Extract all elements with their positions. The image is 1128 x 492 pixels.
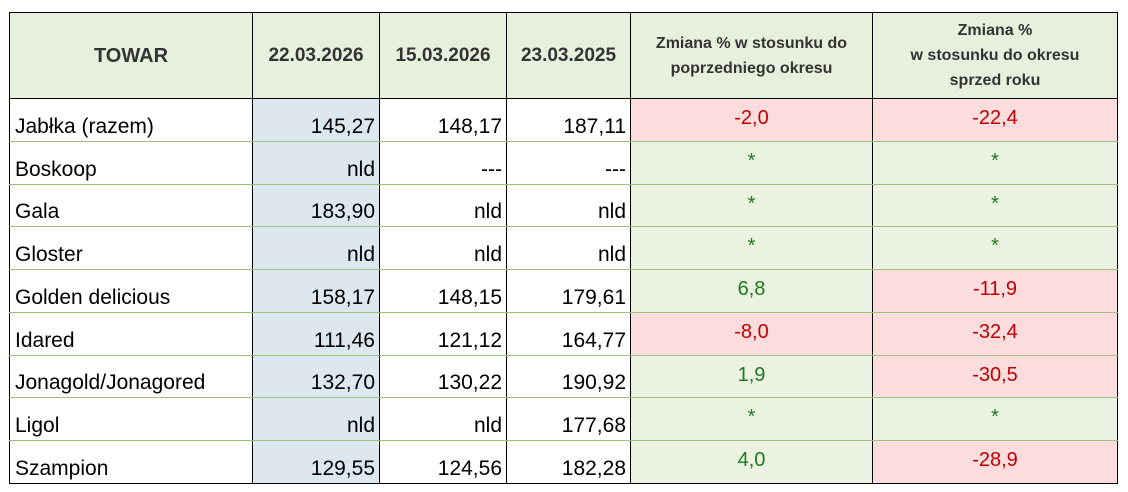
change-year-cell: * (872, 397, 1118, 441)
change-year-cell: -11,9 (872, 269, 1118, 313)
price-current-cell: 158,17 (252, 269, 380, 313)
price-current-cell: 129,55 (252, 440, 380, 484)
price-current-cell: 183,90 (252, 184, 380, 228)
change-year-cell: -28,9 (872, 440, 1118, 484)
price-previous-cell: 130,22 (379, 355, 507, 399)
table-row: Boskoop nld --- --- * * (9, 141, 1118, 185)
change-year-cell: * (872, 226, 1118, 270)
table-row: Gloster nld nld nld * * (9, 226, 1118, 270)
price-current-cell: 132,70 (252, 355, 380, 399)
change-previous-cell: -8,0 (630, 312, 873, 356)
price-current-cell: nld (252, 397, 380, 441)
header-change-previous-line1: Zmiana % w stosunku do (655, 34, 848, 52)
change-previous-cell: * (630, 226, 873, 270)
product-name-cell: Jabłka (razem) (9, 98, 253, 142)
table-row: Gala 183,90 nld nld * * (9, 184, 1118, 228)
price-year-ago-cell: 190,92 (506, 355, 631, 399)
header-change-year-line1: Zmiana % (957, 22, 1033, 39)
product-name-cell: Idared (9, 312, 253, 356)
table-row: Idared 111,46 121,12 164,77 -8,0 -32,4 (9, 312, 1118, 356)
header-row: TOWAR 22.03.2026 15.03.2026 23.03.2025 Z… (9, 12, 1118, 99)
change-previous-cell: * (630, 184, 873, 228)
price-year-ago-cell: 164,77 (506, 312, 631, 356)
change-previous-cell: 4,0 (630, 440, 873, 484)
header-change-previous: Zmiana % w stosunku do poprzedniego okre… (630, 12, 873, 99)
change-year-cell: -32,4 (872, 312, 1118, 356)
price-current-cell: nld (252, 141, 380, 185)
header-change-year: Zmiana % w stosunku do okresu sprzed rok… (872, 12, 1118, 99)
header-date-year-ago: 23.03.2025 (506, 12, 631, 99)
header-date-previous: 15.03.2026 (379, 12, 507, 99)
price-current-cell: 111,46 (252, 312, 380, 356)
change-year-cell: -30,5 (872, 355, 1118, 399)
price-year-ago-cell: 187,11 (506, 98, 631, 142)
table-body: Jabłka (razem) 145,27 148,17 187,11 -2,0 -22,… (9, 98, 1118, 484)
header-change-year-line2: w stosunku do okresu (910, 47, 1080, 64)
product-name-cell: Gloster (9, 226, 253, 270)
header-towar: TOWAR (9, 12, 253, 99)
price-previous-cell: 148,15 (379, 269, 507, 313)
product-name-cell: Ligol (9, 397, 253, 441)
change-year-cell: -22,4 (872, 98, 1118, 142)
price-table: TOWAR 22.03.2026 15.03.2026 23.03.2025 Z… (9, 12, 1118, 484)
change-year-cell: * (872, 184, 1118, 228)
price-previous-cell: 124,56 (379, 440, 507, 484)
price-previous-cell: nld (379, 397, 507, 441)
header-date-current: 22.03.2026 (252, 12, 380, 99)
change-previous-cell: -2,0 (630, 98, 873, 142)
header-change-previous-line2: poprzedniego okresu (670, 59, 833, 77)
change-year-cell: * (872, 141, 1118, 185)
product-name-cell: Jonagold/Jonagored (9, 355, 253, 399)
price-year-ago-cell: 182,28 (506, 440, 631, 484)
product-name-cell: Boskoop (9, 141, 253, 185)
product-name-cell: Gala (9, 184, 253, 228)
header-change-year-line3: sprzed roku (949, 72, 1041, 89)
product-name-cell: Golden delicious (9, 269, 253, 313)
change-previous-cell: 1,9 (630, 355, 873, 399)
price-year-ago-cell: 179,61 (506, 269, 631, 313)
price-previous-cell: 148,17 (379, 98, 507, 142)
product-name-cell: Szampion (9, 440, 253, 484)
price-current-cell: nld (252, 226, 380, 270)
price-year-ago-cell: 177,68 (506, 397, 631, 441)
table-row: Szampion 129,55 124,56 182,28 4,0 -28,9 (9, 440, 1118, 484)
change-previous-cell: * (630, 397, 873, 441)
change-previous-cell: * (630, 141, 873, 185)
price-year-ago-cell: nld (506, 226, 631, 270)
table-row: Ligol nld nld 177,68 * * (9, 397, 1118, 441)
price-previous-cell: nld (379, 226, 507, 270)
price-current-cell: 145,27 (252, 98, 380, 142)
price-year-ago-cell: --- (506, 141, 631, 185)
price-previous-cell: nld (379, 184, 507, 228)
change-previous-cell: 6,8 (630, 269, 873, 313)
price-year-ago-cell: nld (506, 184, 631, 228)
price-previous-cell: 121,12 (379, 312, 507, 356)
price-previous-cell: --- (379, 141, 507, 185)
table-row: Jonagold/Jonagored 132,70 130,22 190,92 1,9-… (9, 355, 1118, 399)
table-row: Jabłka (razem) 145,27 148,17 187,11 -2,0 -22,… (9, 98, 1118, 142)
table-row: Golden delicious 158,17 148,15 179,61 6,8 -11… (9, 269, 1118, 313)
